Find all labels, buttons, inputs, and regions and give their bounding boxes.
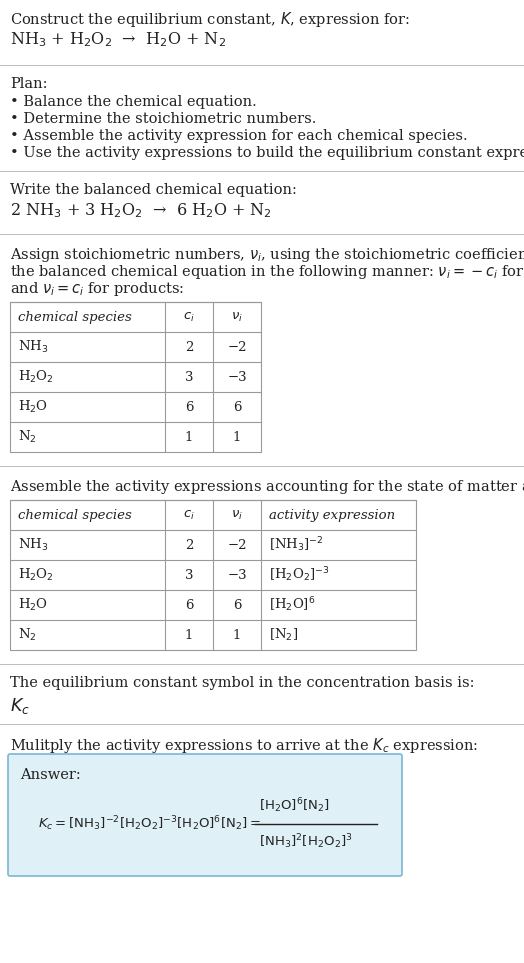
Text: 1: 1	[185, 430, 193, 444]
Text: $K_c = [\mathrm{NH_3}]^{-2}[\mathrm{H_2O_2}]^{-3}[\mathrm{H_2O}]^{6}[\mathrm{N_2: $K_c = [\mathrm{NH_3}]^{-2}[\mathrm{H_2O…	[38, 815, 261, 833]
Text: and $\nu_i = c_i$ for products:: and $\nu_i = c_i$ for products:	[10, 280, 184, 298]
Text: [H$_2$O$_2$]$^{-3}$: [H$_2$O$_2$]$^{-3}$	[269, 565, 330, 585]
Text: $c_i$: $c_i$	[183, 508, 195, 522]
Text: 1: 1	[233, 629, 241, 641]
Text: activity expression: activity expression	[269, 508, 395, 522]
Text: 6: 6	[185, 598, 193, 612]
Text: the balanced chemical equation in the following manner: $\nu_i = -c_i$ for react: the balanced chemical equation in the fo…	[10, 263, 524, 281]
Text: 6: 6	[233, 401, 241, 413]
Bar	[10, 500, 416, 650]
Text: 6: 6	[185, 401, 193, 413]
Text: H$_2$O$_2$: H$_2$O$_2$	[18, 369, 54, 385]
Text: 3: 3	[185, 371, 193, 383]
Text: N$_2$: N$_2$	[18, 627, 37, 643]
FancyBboxPatch shape	[8, 754, 402, 876]
Text: H$_2$O$_2$: H$_2$O$_2$	[18, 567, 54, 583]
Text: $[\mathrm{NH_3}]^2[\mathrm{H_2O_2}]^3$: $[\mathrm{NH_3}]^2[\mathrm{H_2O_2}]^3$	[259, 833, 353, 851]
Text: $[\mathrm{H_2O}]^6[\mathrm{N_2}]$: $[\mathrm{H_2O}]^6[\mathrm{N_2}]$	[259, 796, 330, 816]
Text: $c_i$: $c_i$	[183, 310, 195, 324]
Text: Write the balanced chemical equation:: Write the balanced chemical equation:	[10, 183, 297, 197]
Text: Mulitply the activity expressions to arrive at the $K_c$ expression:: Mulitply the activity expressions to arr…	[10, 736, 478, 755]
Text: −3: −3	[227, 371, 247, 383]
Text: H$_2$O: H$_2$O	[18, 399, 48, 415]
Text: $\nu_i$: $\nu_i$	[231, 508, 243, 522]
Text: 6: 6	[233, 598, 241, 612]
Text: 3: 3	[185, 568, 193, 582]
Text: N$_2$: N$_2$	[18, 429, 37, 445]
Text: $\nu_i$: $\nu_i$	[231, 310, 243, 324]
Text: −2: −2	[227, 538, 247, 552]
Text: 2: 2	[185, 341, 193, 353]
Text: H$_2$O: H$_2$O	[18, 597, 48, 613]
Text: [NH$_3$]$^{-2}$: [NH$_3$]$^{-2}$	[269, 535, 324, 555]
Text: [H$_2$O]$^6$: [H$_2$O]$^6$	[269, 596, 315, 614]
Text: 1: 1	[185, 629, 193, 641]
Text: −2: −2	[227, 341, 247, 353]
Text: [N$_2$]: [N$_2$]	[269, 627, 298, 643]
Text: 1: 1	[233, 430, 241, 444]
Text: Plan:: Plan:	[10, 77, 48, 91]
Text: 2 NH$_3$ + 3 H$_2$O$_2$  →  6 H$_2$O + N$_2$: 2 NH$_3$ + 3 H$_2$O$_2$ → 6 H$_2$O + N$_…	[10, 201, 272, 220]
Text: $K_c$: $K_c$	[10, 696, 30, 716]
Text: −3: −3	[227, 568, 247, 582]
Text: • Assemble the activity expression for each chemical species.: • Assemble the activity expression for e…	[10, 129, 467, 143]
Text: Assemble the activity expressions accounting for the state of matter and $\nu_i$: Assemble the activity expressions accoun…	[10, 478, 524, 496]
Text: chemical species: chemical species	[18, 508, 132, 522]
Text: 2: 2	[185, 538, 193, 552]
Text: NH$_3$: NH$_3$	[18, 537, 48, 553]
Text: Construct the equilibrium constant, $K$, expression for:: Construct the equilibrium constant, $K$,…	[10, 10, 410, 29]
Text: Answer:: Answer:	[20, 768, 81, 782]
Text: The equilibrium constant symbol in the concentration basis is:: The equilibrium constant symbol in the c…	[10, 676, 475, 690]
Text: • Determine the stoichiometric numbers.: • Determine the stoichiometric numbers.	[10, 112, 316, 126]
Bar	[10, 302, 261, 452]
Text: chemical species: chemical species	[18, 310, 132, 324]
Text: NH$_3$ + H$_2$O$_2$  →  H$_2$O + N$_2$: NH$_3$ + H$_2$O$_2$ → H$_2$O + N$_2$	[10, 30, 226, 49]
Text: Assign stoichiometric numbers, $\nu_i$, using the stoichiometric coefficients, $: Assign stoichiometric numbers, $\nu_i$, …	[10, 246, 524, 264]
Text: • Balance the chemical equation.: • Balance the chemical equation.	[10, 95, 257, 109]
Text: NH$_3$: NH$_3$	[18, 339, 48, 355]
Text: • Use the activity expressions to build the equilibrium constant expression.: • Use the activity expressions to build …	[10, 146, 524, 160]
